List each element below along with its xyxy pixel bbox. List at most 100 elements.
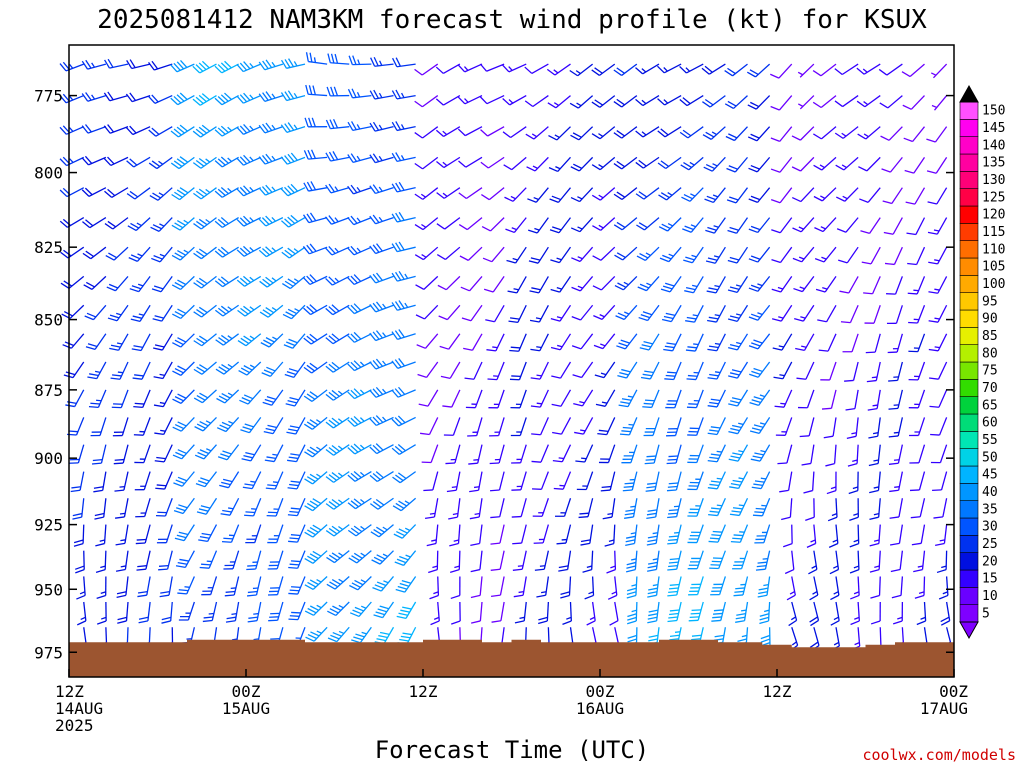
barb-shaft [781,333,793,351]
barb-full [397,472,407,479]
barb-full [196,279,205,287]
barb-full [195,482,206,488]
barb-full [436,223,446,230]
barb-full [574,431,584,435]
barb-full [259,280,268,288]
barb-shaft [829,361,837,381]
barb-full [81,189,90,197]
colorbar-label: 70 [982,381,998,396]
barb-full [547,102,557,109]
wind-barb [325,471,350,483]
wind-barb [663,333,682,352]
barb-shaft [539,389,549,408]
barb-full [471,620,481,624]
barb-shaft [821,126,837,140]
barb-shaft [499,524,505,544]
barb-half [316,630,322,634]
barb-shaft [491,246,505,263]
barb-full [117,616,127,621]
wind-barb [418,389,439,407]
barb-full [379,605,390,610]
barb-full [177,365,187,371]
barb-half [556,287,562,290]
barb-full [196,309,205,316]
wind-barb [258,246,284,258]
wind-barb [104,187,129,198]
barb-full [332,119,339,129]
wind-barb [771,246,793,264]
wind-barb [172,389,195,404]
barb-full [511,515,522,518]
wind-barb [391,270,416,282]
barb-half [231,612,237,615]
barb-full [199,566,210,569]
barb-full [265,59,273,68]
wind-barb [660,276,682,293]
wind-barb [908,389,926,409]
wind-barb [755,550,771,571]
barb-full [59,220,68,228]
barb-full [513,594,524,598]
barb-full [372,444,381,453]
barb-shaft [718,550,726,569]
barb-half [579,400,585,404]
barb-full [591,101,601,108]
barb-shaft [676,524,682,544]
barb-half [227,126,232,132]
wind-barb [749,417,771,434]
wind-barb [705,217,726,234]
barb-full [308,117,313,127]
barb-full [153,376,164,380]
barb-half [94,370,101,373]
barb-full [179,187,189,194]
barb-half [811,565,817,569]
barb-full [328,554,338,561]
wind-barb [938,576,949,600]
barb-shaft [332,389,350,401]
barb-full [154,432,164,436]
barb-full [173,160,183,167]
colorbar-label: 65 [982,398,998,413]
barb-shaft [716,389,726,408]
wind-barb [812,95,837,109]
barb-shaft [255,550,262,570]
barb-full [400,635,411,639]
wind-barb [81,187,107,197]
barb-shaft [294,389,306,407]
barb-half [404,500,410,505]
barb-shaft [519,417,527,436]
barb-full [200,477,210,482]
wind-barb [505,217,527,234]
barb-half [119,512,126,515]
barb-half [554,134,560,138]
barb-full [627,616,637,621]
barb-shaft [934,126,948,143]
barb-full [888,407,899,410]
wind-barb [686,389,704,409]
wind-barb [834,95,859,108]
barb-full [350,275,358,284]
wind-barb [639,333,660,351]
barb-shaft [161,304,173,322]
barb-half [378,92,383,99]
barb-half [334,186,339,192]
barb-full [617,312,627,318]
barb-full [571,316,581,321]
barb-full [625,535,636,539]
barb-shaft [622,246,638,261]
barb-full [328,151,335,161]
wind-barb [154,417,173,436]
barb-shaft [655,550,660,570]
barb-full [369,474,378,482]
barb-shaft [122,444,129,464]
barb-shaft [559,304,572,322]
barb-full [177,308,187,315]
barb-full [130,318,141,322]
colorbar-label: 110 [982,242,1005,257]
barb-full [664,378,674,381]
barb-full [929,405,940,408]
barb-full [621,368,631,373]
barb-full [591,133,601,140]
wind-barb [369,272,394,284]
barb-full [755,507,766,510]
